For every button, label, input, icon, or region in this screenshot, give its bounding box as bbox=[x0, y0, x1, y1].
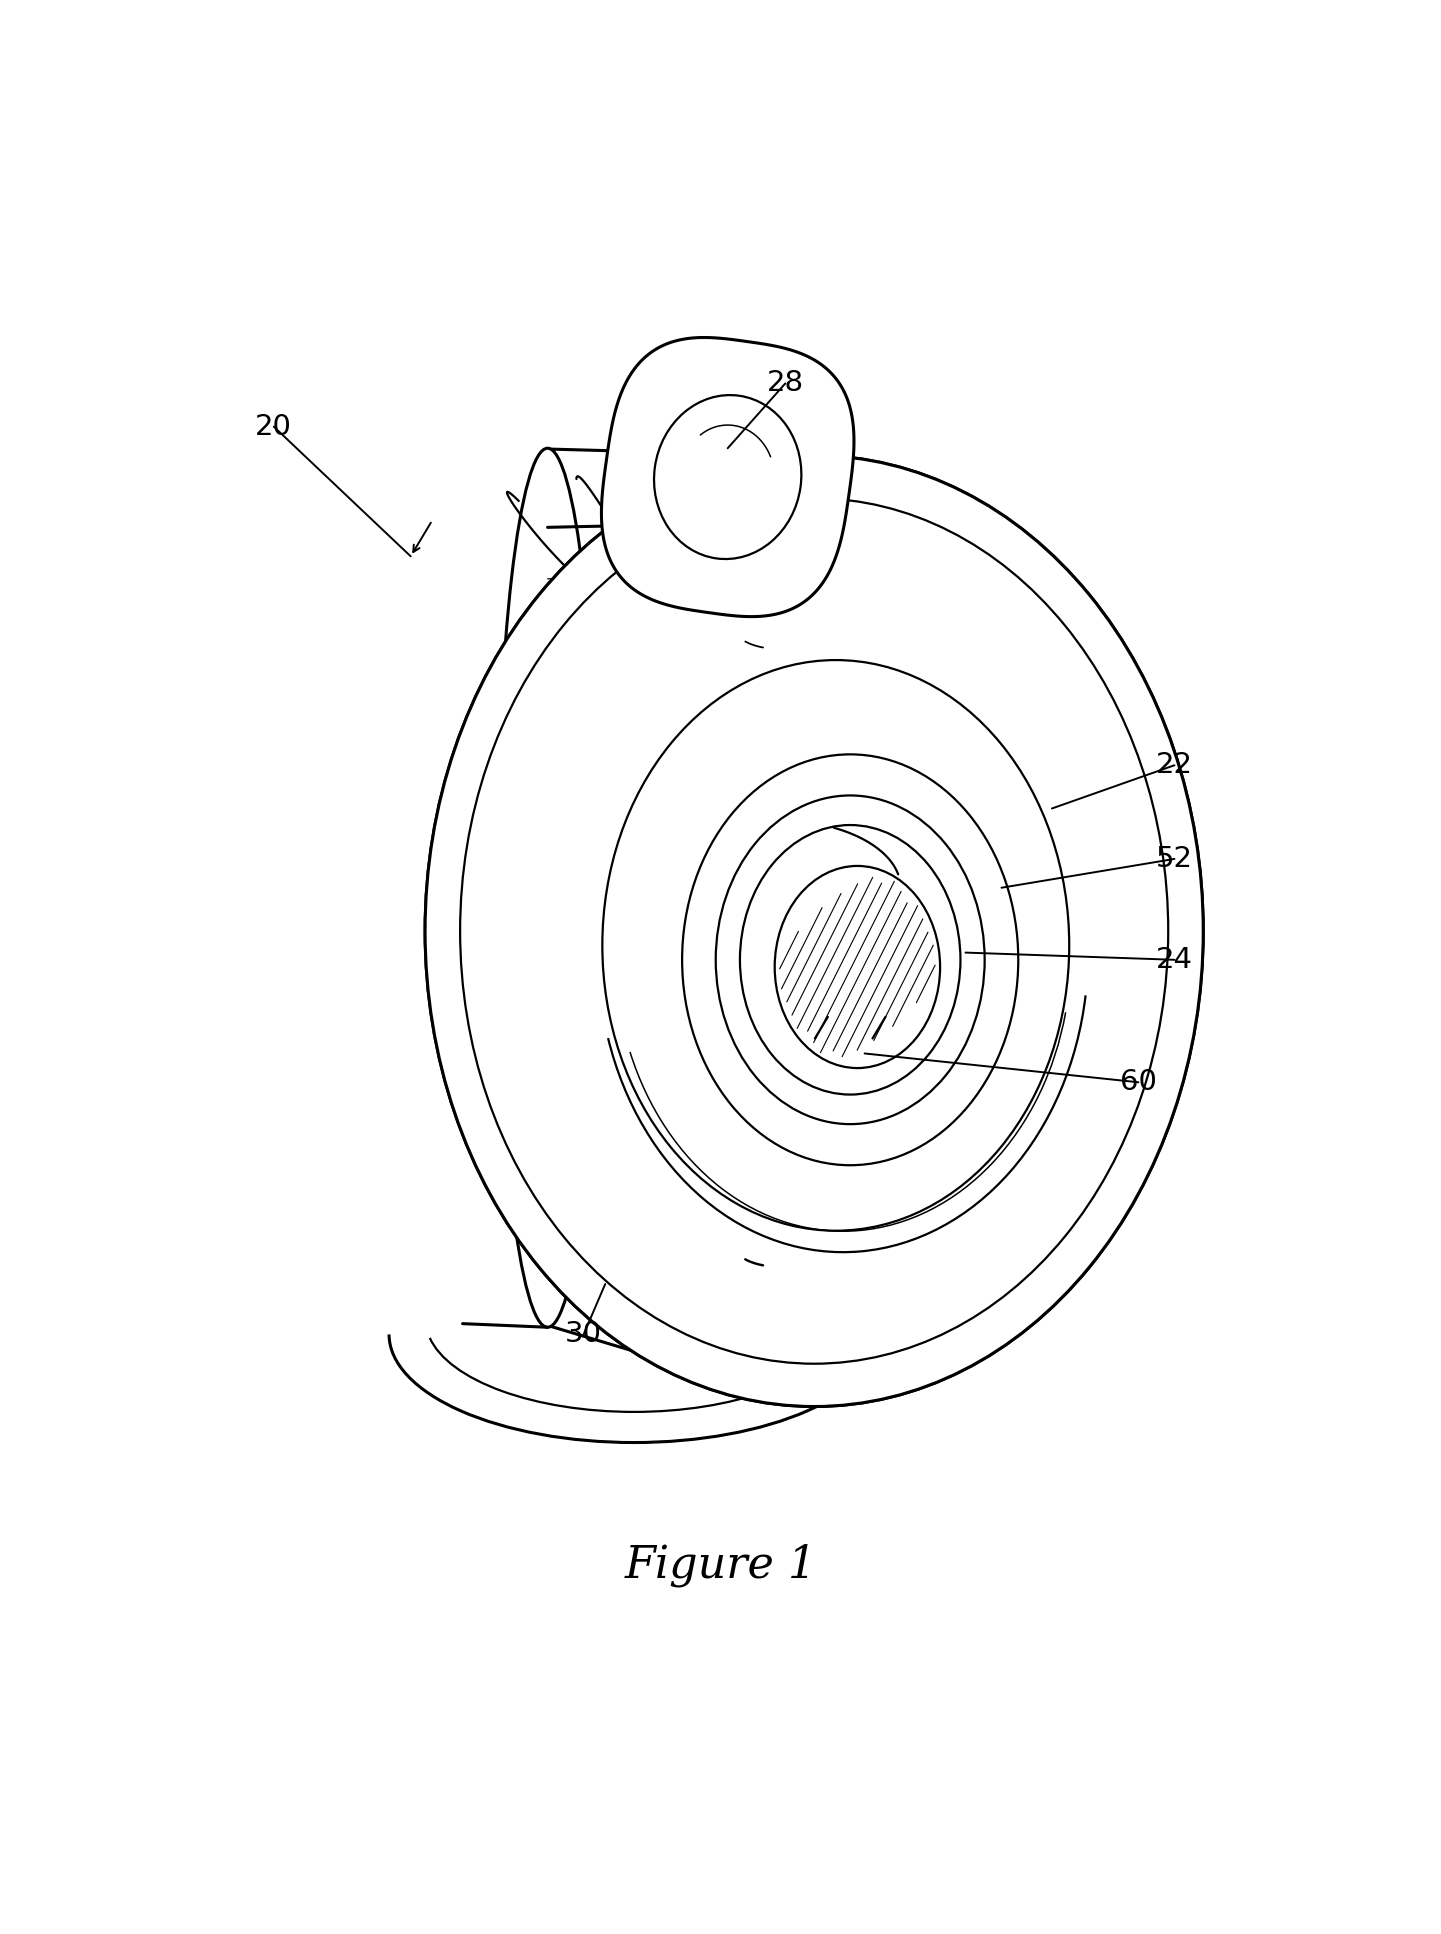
Ellipse shape bbox=[460, 499, 1169, 1363]
Text: 28: 28 bbox=[767, 369, 804, 396]
Ellipse shape bbox=[775, 866, 940, 1068]
Ellipse shape bbox=[497, 449, 598, 1327]
Text: 52: 52 bbox=[1156, 845, 1193, 872]
Text: 20: 20 bbox=[255, 412, 293, 441]
Text: 22: 22 bbox=[1156, 750, 1193, 779]
Polygon shape bbox=[497, 449, 816, 1406]
Text: 30: 30 bbox=[565, 1321, 602, 1348]
Ellipse shape bbox=[739, 826, 961, 1095]
Text: Figure 1: Figure 1 bbox=[624, 1543, 817, 1586]
Ellipse shape bbox=[602, 659, 1069, 1230]
Polygon shape bbox=[601, 338, 855, 617]
Ellipse shape bbox=[682, 754, 1019, 1164]
Ellipse shape bbox=[425, 454, 1203, 1406]
Text: 24: 24 bbox=[1156, 946, 1193, 975]
Ellipse shape bbox=[716, 795, 984, 1124]
Text: 60: 60 bbox=[1120, 1068, 1157, 1097]
Ellipse shape bbox=[425, 454, 1203, 1406]
Ellipse shape bbox=[654, 395, 801, 559]
